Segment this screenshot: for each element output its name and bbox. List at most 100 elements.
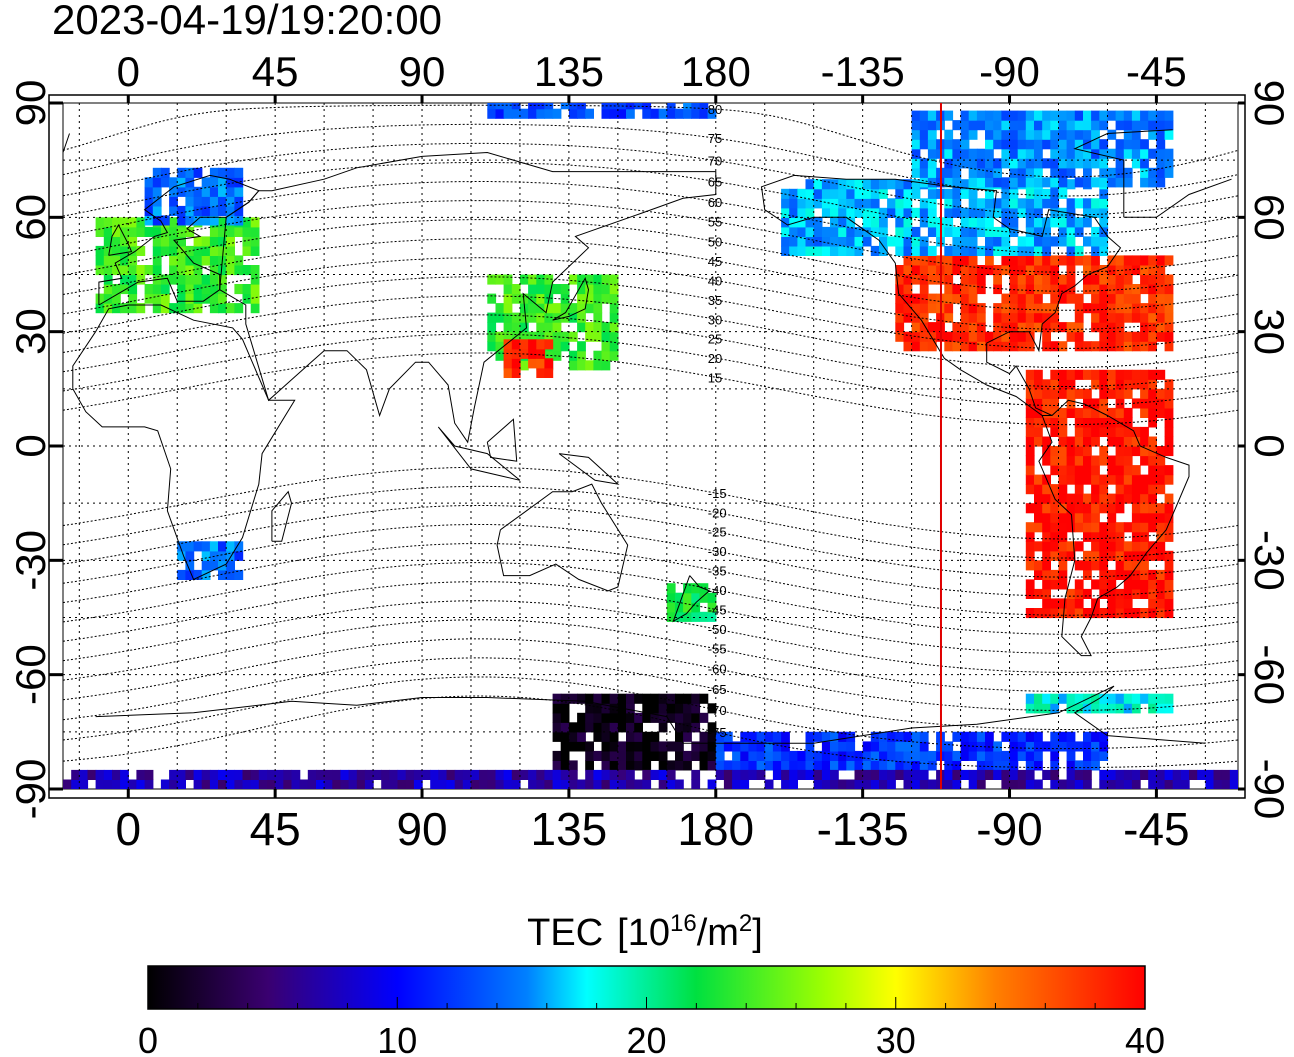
y-right-tick: 30 [1246, 308, 1293, 355]
tec-region-southern-africa [177, 541, 244, 580]
coastline [63, 129, 1232, 218]
magnetic-latitude-label: -50 [708, 622, 727, 637]
coastline [1038, 399, 1190, 657]
coastline [552, 277, 590, 321]
tec-region-antarctica-dark [552, 693, 717, 771]
x-bottom-tick: -135 [817, 803, 909, 855]
magnetic-latitude-label: 20 [708, 351, 722, 366]
coastline [437, 426, 521, 481]
y-left-tick: 30 [7, 308, 54, 355]
x-top-tick: -90 [979, 48, 1040, 95]
magnetic-latitude-label: 40 [708, 273, 722, 288]
magnetic-latitude-label: 15 [708, 370, 722, 385]
x-top-tick-labels: 0 45 90 135 180 -135 -90 -45 [117, 48, 1187, 95]
x-top-tick: 180 [681, 48, 751, 95]
magnetic-latitude-label: 25 [708, 332, 722, 347]
magnetic-latitude-label: -40 [708, 583, 727, 598]
colorbar-tick-label: 0 [138, 1020, 158, 1057]
magnetic-latitude-label: 65 [708, 175, 722, 190]
coastlines [63, 129, 1232, 744]
magnetic-latitude-label: 55 [708, 215, 722, 230]
y-right-tick: 0 [1246, 434, 1293, 457]
x-top-tick: 0 [117, 48, 140, 95]
x-top-tick: -45 [1126, 48, 1187, 95]
magnetic-latitude-label: -75 [708, 725, 727, 740]
magnetic-latitude-label: -45 [708, 602, 727, 617]
magnetic-latitude-label: -55 [708, 642, 727, 657]
tec-region-south-pole-band [63, 769, 1238, 789]
frame-tick-marks [49, 95, 1245, 798]
y-right-tick-labels: 90 60 30 0 -30 -60 -90 [1246, 80, 1293, 820]
tec-data-layer [63, 103, 1238, 789]
magnetic-latitude-label: 30 [708, 312, 722, 327]
x-bottom-tick: -45 [1123, 803, 1189, 855]
y-left-tick: -30 [7, 530, 54, 591]
colorbar-ticks: 0 10 20 30 40 [138, 997, 1165, 1057]
x-bottom-tick: 90 [396, 803, 447, 855]
coastline [108, 223, 133, 256]
magnetic-latitude-label: -15 [708, 486, 727, 501]
y-left-tick: 90 [7, 80, 54, 127]
y-right-tick: -60 [1246, 644, 1293, 705]
colorbar-tick-label: 10 [377, 1020, 417, 1057]
colorbar-tick-label: 40 [1125, 1020, 1165, 1057]
magnetic-latitude-label: 75 [708, 131, 722, 146]
grid-lines [63, 103, 1238, 789]
x-bottom-tick: 45 [250, 803, 301, 855]
tec-region-scandinavia [144, 167, 244, 226]
y-left-tick: 60 [7, 194, 54, 241]
magnetic-latitude-label: 50 [708, 234, 722, 249]
magnetic-latitude-label: -65 [708, 682, 727, 697]
tec-region-north-america-high [895, 255, 1174, 352]
magnetic-latitude-label: 60 [708, 195, 722, 210]
coastline [496, 483, 629, 592]
magnetic-latitude-label: -70 [708, 703, 727, 718]
timestamp-title: 2023-04-19/19:20:00 [52, 0, 442, 43]
colorbar: TEC [1016/m2] 0 10 20 30 40 [138, 910, 1165, 1057]
y-left-tick: 0 [7, 434, 54, 457]
y-left-tick: -60 [7, 644, 54, 705]
tec-region-north-pole-band [487, 103, 717, 119]
tec-region-south-america-high [1025, 369, 1174, 619]
coastline [558, 453, 620, 485]
x-bottom-tick: 180 [677, 803, 754, 855]
x-bottom-tick: 135 [531, 803, 608, 855]
coastline [672, 575, 711, 623]
magnetic-latitude-label: 45 [708, 254, 722, 269]
x-top-tick: 90 [399, 48, 446, 95]
x-top-tick: 45 [252, 48, 299, 95]
coastline [486, 418, 518, 462]
magnetic-latitude-labels: 80 75 70 65 60 55 50 45 40 35 30 25 20 15 -15 -20 -25 -30… [708, 102, 727, 740]
magnetic-latitude-label: -25 [708, 525, 727, 540]
magnetic-latitude-contours [63, 104, 1238, 769]
y-right-tick: -90 [1246, 759, 1293, 820]
tec-region-south-atlantic-band [1025, 693, 1174, 714]
coastline [72, 304, 296, 581]
y-right-tick: 60 [1246, 194, 1293, 241]
magnetic-latitude-label: -20 [708, 505, 727, 520]
map-panel: 80 75 70 65 60 55 50 45 40 35 30 25 20 15 -15 -20 -25 -30… [48, 94, 1246, 799]
tec-region-southern-ocean-band [715, 731, 1109, 771]
coastline [271, 490, 293, 542]
x-bottom-tick: 0 [115, 803, 141, 855]
y-left-tick-labels: 90 60 30 0 -30 -60 -90 [7, 80, 54, 820]
x-bottom-tick: -90 [976, 803, 1042, 855]
magnetic-latitude-label: 80 [708, 102, 722, 117]
y-right-tick: -30 [1246, 530, 1293, 591]
colorbar-title: TEC [1016/m2] [527, 910, 763, 954]
colorbar-tick-label: 30 [876, 1020, 916, 1057]
x-bottom-tick-labels: 0 45 90 135 180 -135 -90 -45 [115, 803, 1189, 855]
y-left-tick: -90 [7, 759, 54, 820]
y-right-tick: 90 [1246, 80, 1293, 127]
magnetic-latitude-label: -30 [708, 544, 727, 559]
coastline [219, 151, 717, 444]
tec-region-arctic-america [911, 110, 1174, 188]
coastline [95, 685, 1206, 744]
colorbar-tick-label: 20 [626, 1020, 666, 1057]
magnetic-latitude-label: 35 [708, 293, 722, 308]
tec-region-new-zealand [666, 583, 717, 622]
x-top-tick: 135 [534, 48, 604, 95]
magnetic-latitude-label: -35 [708, 563, 727, 578]
magnetic-latitude-label: -60 [708, 662, 727, 677]
